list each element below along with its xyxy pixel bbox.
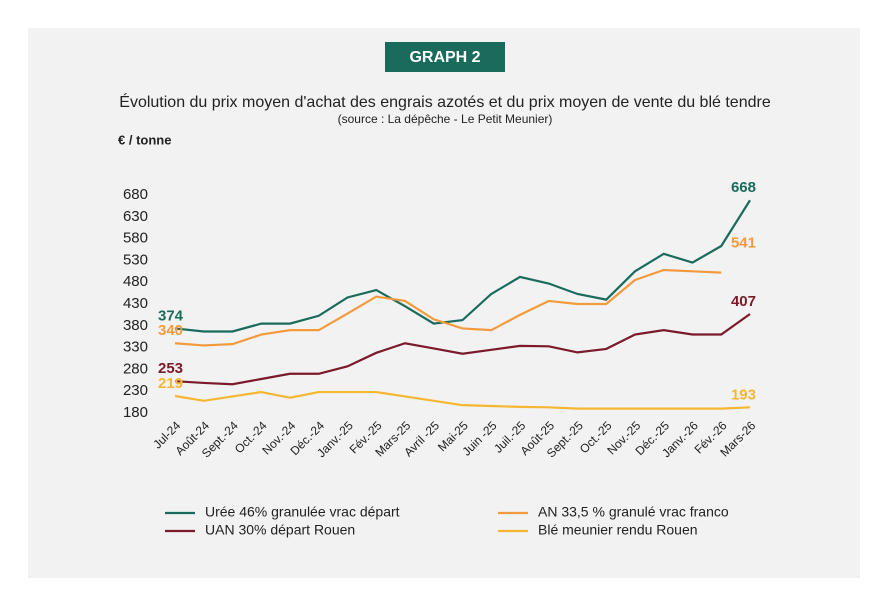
y-axis-label: € / tonne [118, 132, 171, 147]
end-label: 668 [731, 179, 756, 196]
y-tick-label: 330 [123, 339, 148, 356]
y-tick-label: 430 [123, 295, 148, 312]
series-line [174, 268, 722, 347]
end-label: 193 [731, 386, 756, 403]
start-label: 219 [158, 375, 183, 392]
badge-text: GRAPH 2 [409, 49, 480, 66]
start-label: 253 [158, 360, 183, 377]
legend-label: Blé meunier rendu Rouen [538, 522, 698, 538]
y-tick-label: 630 [123, 208, 148, 225]
y-tick-label: 380 [123, 317, 148, 334]
end-label: 407 [731, 293, 756, 310]
y-tick-label: 230 [123, 382, 148, 399]
y-tick-label: 530 [123, 251, 148, 268]
chart-title: Évolution du prix moyen d'achat des engr… [119, 92, 771, 111]
y-tick-label: 180 [123, 404, 148, 421]
badge [385, 42, 505, 72]
y-tick-label: 280 [123, 360, 148, 377]
legend-label: AN 33,5 % granulé vrac franco [538, 504, 729, 520]
y-tick-label: 480 [123, 273, 148, 290]
start-label: 340 [158, 322, 183, 339]
y-tick-label: 580 [123, 230, 148, 247]
series-line [174, 390, 751, 410]
start-label: 374 [158, 307, 184, 324]
y-tick-label: 680 [123, 186, 148, 203]
chart-subtitle: (source : La dépêche - Le Petit Meunier) [338, 112, 553, 126]
end-label: 541 [731, 235, 756, 252]
legend-label: UAN 30% départ Rouen [205, 522, 355, 538]
legend-label: Urée 46% granulée vrac départ [205, 504, 400, 520]
panel [28, 28, 860, 578]
series-line [174, 199, 751, 333]
series-line [174, 313, 751, 386]
